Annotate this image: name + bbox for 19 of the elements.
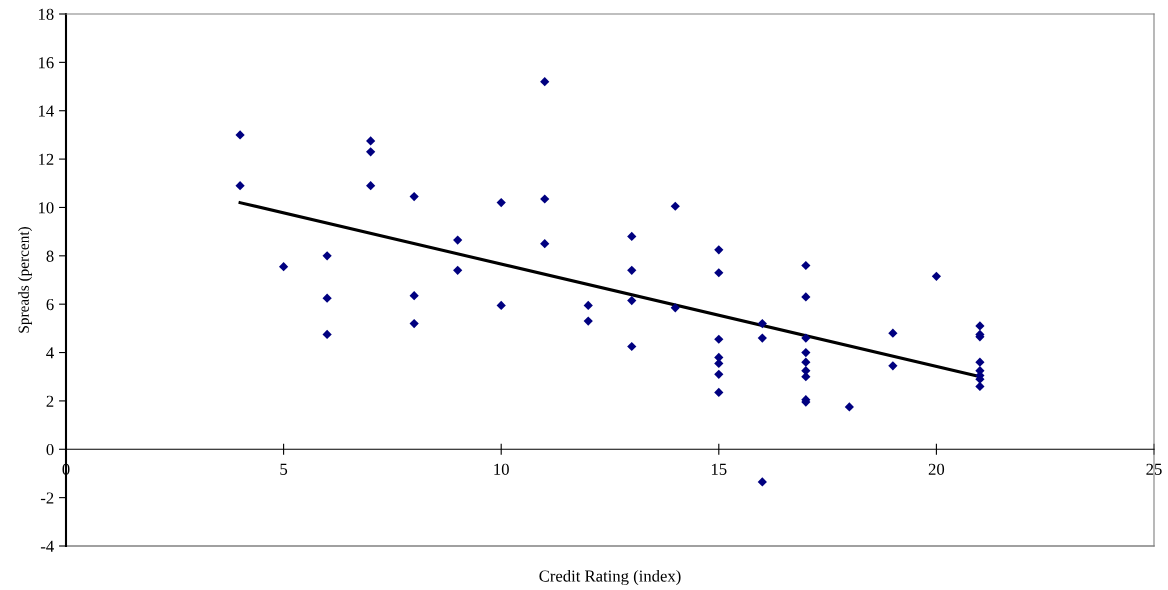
y-tick-label: 18 xyxy=(38,8,54,20)
y-tick-label: 14 xyxy=(38,105,54,117)
y-tick-label: 4 xyxy=(46,347,54,359)
y-tick-label: 6 xyxy=(46,298,54,311)
x-tick-label: 25 xyxy=(1146,463,1162,475)
y-tick-label: 0 xyxy=(46,443,54,456)
y-tick-label: 2 xyxy=(46,395,54,407)
y-tick-label: 10 xyxy=(38,202,54,214)
y-tick-label: 8 xyxy=(46,250,54,262)
y-axis-title: Spreads (percent) xyxy=(18,227,32,333)
x-axis-title: Credit Rating (index) xyxy=(539,569,681,586)
x-tick-label: 20 xyxy=(928,463,945,475)
x-tick-label: 5 xyxy=(280,463,288,475)
y-tick-label: -2 xyxy=(40,492,54,504)
y-tick-label: 12 xyxy=(38,153,54,165)
y-tick-label: -4 xyxy=(40,540,54,552)
x-tick-label: 10 xyxy=(494,463,509,475)
y-tick-label: 16 xyxy=(38,57,54,69)
x-tick-label: 15 xyxy=(711,463,727,475)
